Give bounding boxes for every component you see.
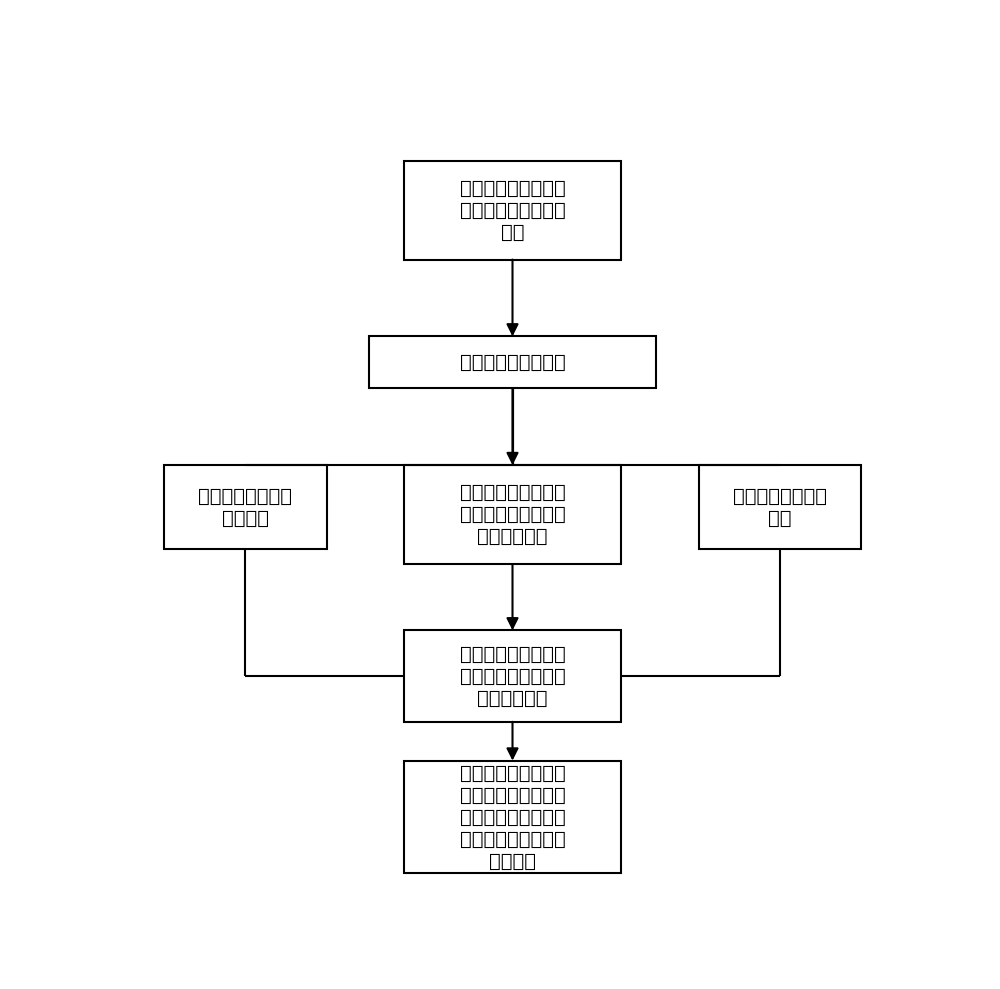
Text: 获取发电机组的线
性化方程: 获取发电机组的线 性化方程 xyxy=(198,487,292,527)
Bar xyxy=(404,160,621,259)
Bar xyxy=(698,465,861,549)
Text: 明确指标的计算方法: 明确指标的计算方法 xyxy=(460,353,565,372)
Bar xyxy=(404,761,621,873)
Text: 获取全系统的线性化
方程，通过其状态矩
阵求取阻尼比: 获取全系统的线性化 方程，通过其状态矩 阵求取阻尼比 xyxy=(460,645,565,707)
Bar xyxy=(404,630,621,722)
Bar xyxy=(369,336,656,389)
Text: 获取负荷的线性化
方程: 获取负荷的线性化 方程 xyxy=(733,487,827,527)
Text: 获取含角速度非线性
励磁控制器发电机组
的线性化方程: 获取含角速度非线性 励磁控制器发电机组 的线性化方程 xyxy=(460,484,565,546)
Text: 选取角速度非线性励
磁控制器布点的评判
指标: 选取角速度非线性励 磁控制器布点的评判 指标 xyxy=(460,179,565,241)
Bar xyxy=(164,465,326,549)
Bar xyxy=(404,465,621,564)
Text: 通过比较各种布点情
况下系统的最小阻尼
比，确定角速度非线
性励磁控制器的最佳
布点位置: 通过比较各种布点情 况下系统的最小阻尼 比，确定角速度非线 性励磁控制器的最佳 … xyxy=(460,764,565,870)
